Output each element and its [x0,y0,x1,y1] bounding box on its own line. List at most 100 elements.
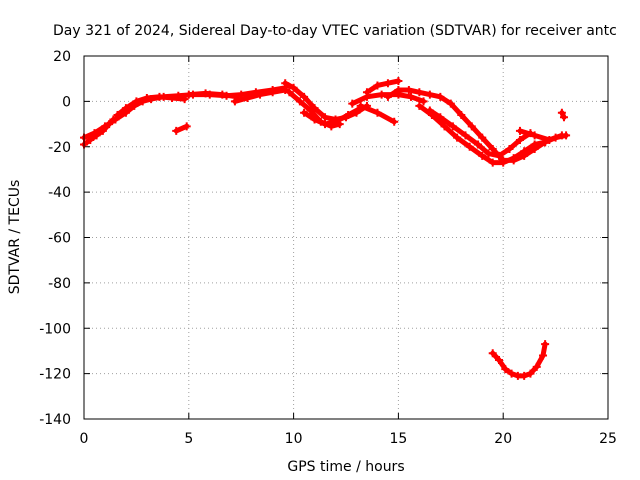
data-point [218,90,227,99]
series-line [416,103,548,166]
series-arc-16 [515,126,566,144]
data-point [172,126,181,135]
data-point [383,92,392,101]
series-arc-4 [172,122,191,135]
x-axis-label: GPS time / hours [287,459,404,475]
data-point [394,86,403,95]
data-point [100,122,109,131]
data-point [488,158,497,167]
series-arc-10 [362,76,403,97]
data-point [281,79,290,88]
data-point [168,93,177,102]
data-point [300,108,309,117]
data-point [457,110,466,119]
data-point [509,154,518,163]
x-tick-label: 0 [80,431,89,447]
data-point [289,83,298,92]
series-arc-2 [80,83,290,142]
data-point [121,104,130,113]
data-point [453,133,462,142]
data-point [356,101,365,110]
series-arc-18 [488,340,550,380]
data-point [520,147,529,156]
data-point [90,129,99,138]
data-point [515,126,524,135]
data-point [132,97,141,106]
data-point [474,140,483,149]
data-point [415,88,424,97]
data-point [201,89,210,98]
data-point [415,101,424,110]
data-point [348,99,357,108]
x-tick-label: 20 [494,431,512,447]
data-point [321,120,330,129]
x-tick-label: 25 [599,431,617,447]
plot-frame [83,55,609,420]
data-point [530,131,539,140]
data-point [436,92,445,101]
y-tick-label: -120 [39,367,71,383]
x-tick-label: 15 [389,431,407,447]
data-point [526,369,535,378]
data-point [425,106,434,115]
data-point [377,90,386,99]
data-point [465,142,474,151]
grid-lines [84,56,608,419]
series-line [517,128,565,143]
data-point [295,97,304,106]
data-point [495,356,504,365]
data-point [406,92,415,101]
data-point [467,122,476,131]
y-axis-label: SDTVAR / TECUs [7,180,23,295]
series-arc-14 [415,101,550,167]
data-point [501,365,510,374]
data-point [478,151,487,160]
y-tick-label: 0 [62,94,71,110]
data-point [478,133,487,142]
data-point [180,95,189,104]
data-series [80,76,571,380]
y-tick-label: -60 [48,231,71,247]
data-point [394,76,403,85]
data-point [383,79,392,88]
data-point [507,369,516,378]
data-point [285,88,294,97]
data-point [113,110,122,119]
axis-ticks [83,55,609,420]
data-point [373,108,382,117]
data-point [532,362,541,371]
data-point [306,106,315,115]
data-point [182,122,191,131]
data-point [419,97,428,106]
series-line [364,78,401,95]
data-point [331,117,340,126]
data-point [515,135,524,144]
data-point [446,99,455,108]
series-arc-12 [356,101,399,126]
series-arc-5 [184,89,242,101]
data-point [499,158,508,167]
x-tick-label: 10 [285,431,303,447]
y-tick-label: -100 [39,321,71,337]
data-point [488,349,497,358]
y-tick-label: -140 [39,412,71,428]
data-point [545,135,554,144]
data-point [495,151,504,160]
y-tick-label: -40 [48,185,71,201]
data-point [539,351,548,360]
data-point [559,113,568,122]
x-tick-label: 5 [184,431,193,447]
data-point [268,88,277,97]
data-point [390,117,399,126]
y-tick-labels: 20 0 -20 -40 -60 -80 -100 -120 -140 [39,49,71,428]
data-point [373,81,382,90]
data-point [448,122,457,131]
data-point [436,113,445,122]
data-point [184,90,193,99]
data-point [155,92,164,101]
data-point [300,92,309,101]
data-point [425,90,434,99]
data-point [530,140,539,149]
data-point [488,145,497,154]
